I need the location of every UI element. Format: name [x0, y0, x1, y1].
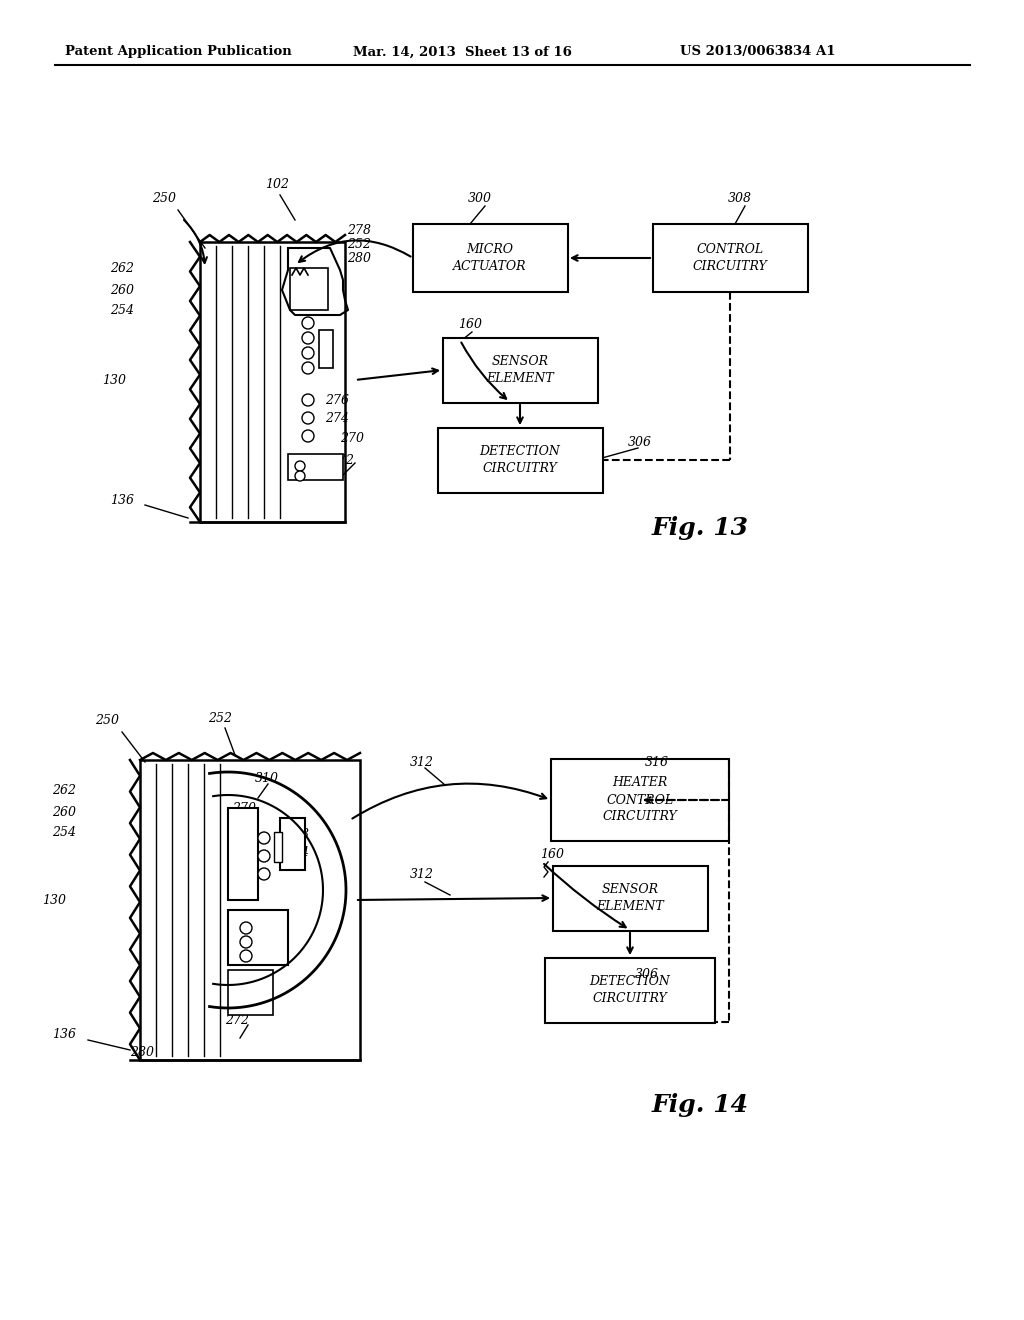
- Text: 280: 280: [347, 252, 371, 264]
- Text: 262: 262: [52, 784, 76, 796]
- Text: 272: 272: [330, 454, 354, 466]
- Bar: [200, 242, 345, 521]
- Text: DETECTION
CIRCUITRY: DETECTION CIRCUITRY: [479, 445, 560, 475]
- Text: 250: 250: [95, 714, 119, 726]
- Circle shape: [240, 950, 252, 962]
- Text: 260: 260: [52, 805, 76, 818]
- Bar: [437, 428, 602, 492]
- Bar: [228, 909, 288, 965]
- Text: US 2013/0063834 A1: US 2013/0063834 A1: [680, 45, 836, 58]
- Bar: [551, 759, 729, 841]
- Bar: [288, 454, 343, 480]
- Bar: [545, 957, 715, 1023]
- Circle shape: [295, 471, 305, 480]
- Bar: [413, 224, 567, 292]
- Text: CONTROL
CIRCUITRY: CONTROL CIRCUITRY: [692, 243, 767, 273]
- Text: 308: 308: [728, 191, 752, 205]
- Text: Mar. 14, 2013  Sheet 13 of 16: Mar. 14, 2013 Sheet 13 of 16: [352, 45, 571, 58]
- Text: SENSOR
ELEMENT: SENSOR ELEMENT: [486, 355, 554, 385]
- Text: 270: 270: [232, 801, 256, 814]
- Text: 252: 252: [347, 238, 371, 251]
- Text: 252: 252: [208, 711, 232, 725]
- Text: 130: 130: [102, 374, 126, 387]
- Text: 130: 130: [42, 894, 66, 907]
- Text: 262: 262: [110, 261, 134, 275]
- Text: 312: 312: [410, 869, 434, 882]
- Text: 300: 300: [468, 191, 492, 205]
- Text: 254: 254: [52, 825, 76, 838]
- Circle shape: [302, 362, 314, 374]
- Text: 276: 276: [325, 393, 349, 407]
- Bar: [652, 224, 808, 292]
- Circle shape: [302, 412, 314, 424]
- Bar: [553, 866, 708, 931]
- Bar: [442, 338, 597, 403]
- Circle shape: [302, 430, 314, 442]
- Text: 270: 270: [340, 432, 364, 445]
- Text: 250: 250: [152, 191, 176, 205]
- Text: 274: 274: [325, 412, 349, 425]
- Text: Fig. 14: Fig. 14: [651, 1093, 749, 1117]
- Text: Patent Application Publication: Patent Application Publication: [65, 45, 292, 58]
- Bar: [274, 832, 282, 862]
- Text: 274: 274: [285, 846, 309, 858]
- Text: 160: 160: [540, 849, 564, 862]
- Circle shape: [302, 333, 314, 345]
- Bar: [280, 818, 305, 870]
- Circle shape: [240, 936, 252, 948]
- Text: SENSOR
ELEMENT: SENSOR ELEMENT: [596, 883, 664, 913]
- Circle shape: [302, 393, 314, 407]
- Text: 312: 312: [410, 755, 434, 768]
- Circle shape: [258, 832, 270, 843]
- Bar: [140, 760, 360, 1060]
- Text: HEATER
CONTROL
CIRCUITRY: HEATER CONTROL CIRCUITRY: [603, 776, 677, 824]
- Text: 306: 306: [635, 969, 659, 982]
- Text: 136: 136: [52, 1028, 76, 1041]
- Circle shape: [302, 317, 314, 329]
- Text: 260: 260: [110, 284, 134, 297]
- Text: MICRO
ACTUATOR: MICRO ACTUATOR: [454, 243, 526, 273]
- Bar: [290, 268, 328, 310]
- Text: DETECTION
CIRCUITRY: DETECTION CIRCUITRY: [590, 975, 671, 1005]
- Text: 306: 306: [628, 437, 652, 450]
- Text: 254: 254: [110, 304, 134, 317]
- Text: Fig. 13: Fig. 13: [651, 516, 749, 540]
- Text: 136: 136: [110, 494, 134, 507]
- Circle shape: [295, 461, 305, 471]
- Bar: [228, 970, 273, 1015]
- Text: 272: 272: [225, 1014, 249, 1027]
- Text: 102: 102: [265, 178, 289, 191]
- Text: 278: 278: [285, 829, 309, 842]
- Circle shape: [258, 850, 270, 862]
- Text: 160: 160: [458, 318, 482, 331]
- Circle shape: [258, 869, 270, 880]
- Bar: [319, 330, 333, 368]
- Text: 316: 316: [645, 755, 669, 768]
- Circle shape: [302, 347, 314, 359]
- Circle shape: [240, 921, 252, 935]
- Text: 278: 278: [347, 223, 371, 236]
- Text: 310: 310: [255, 771, 279, 784]
- Text: 280: 280: [130, 1045, 154, 1059]
- Bar: [228, 808, 258, 900]
